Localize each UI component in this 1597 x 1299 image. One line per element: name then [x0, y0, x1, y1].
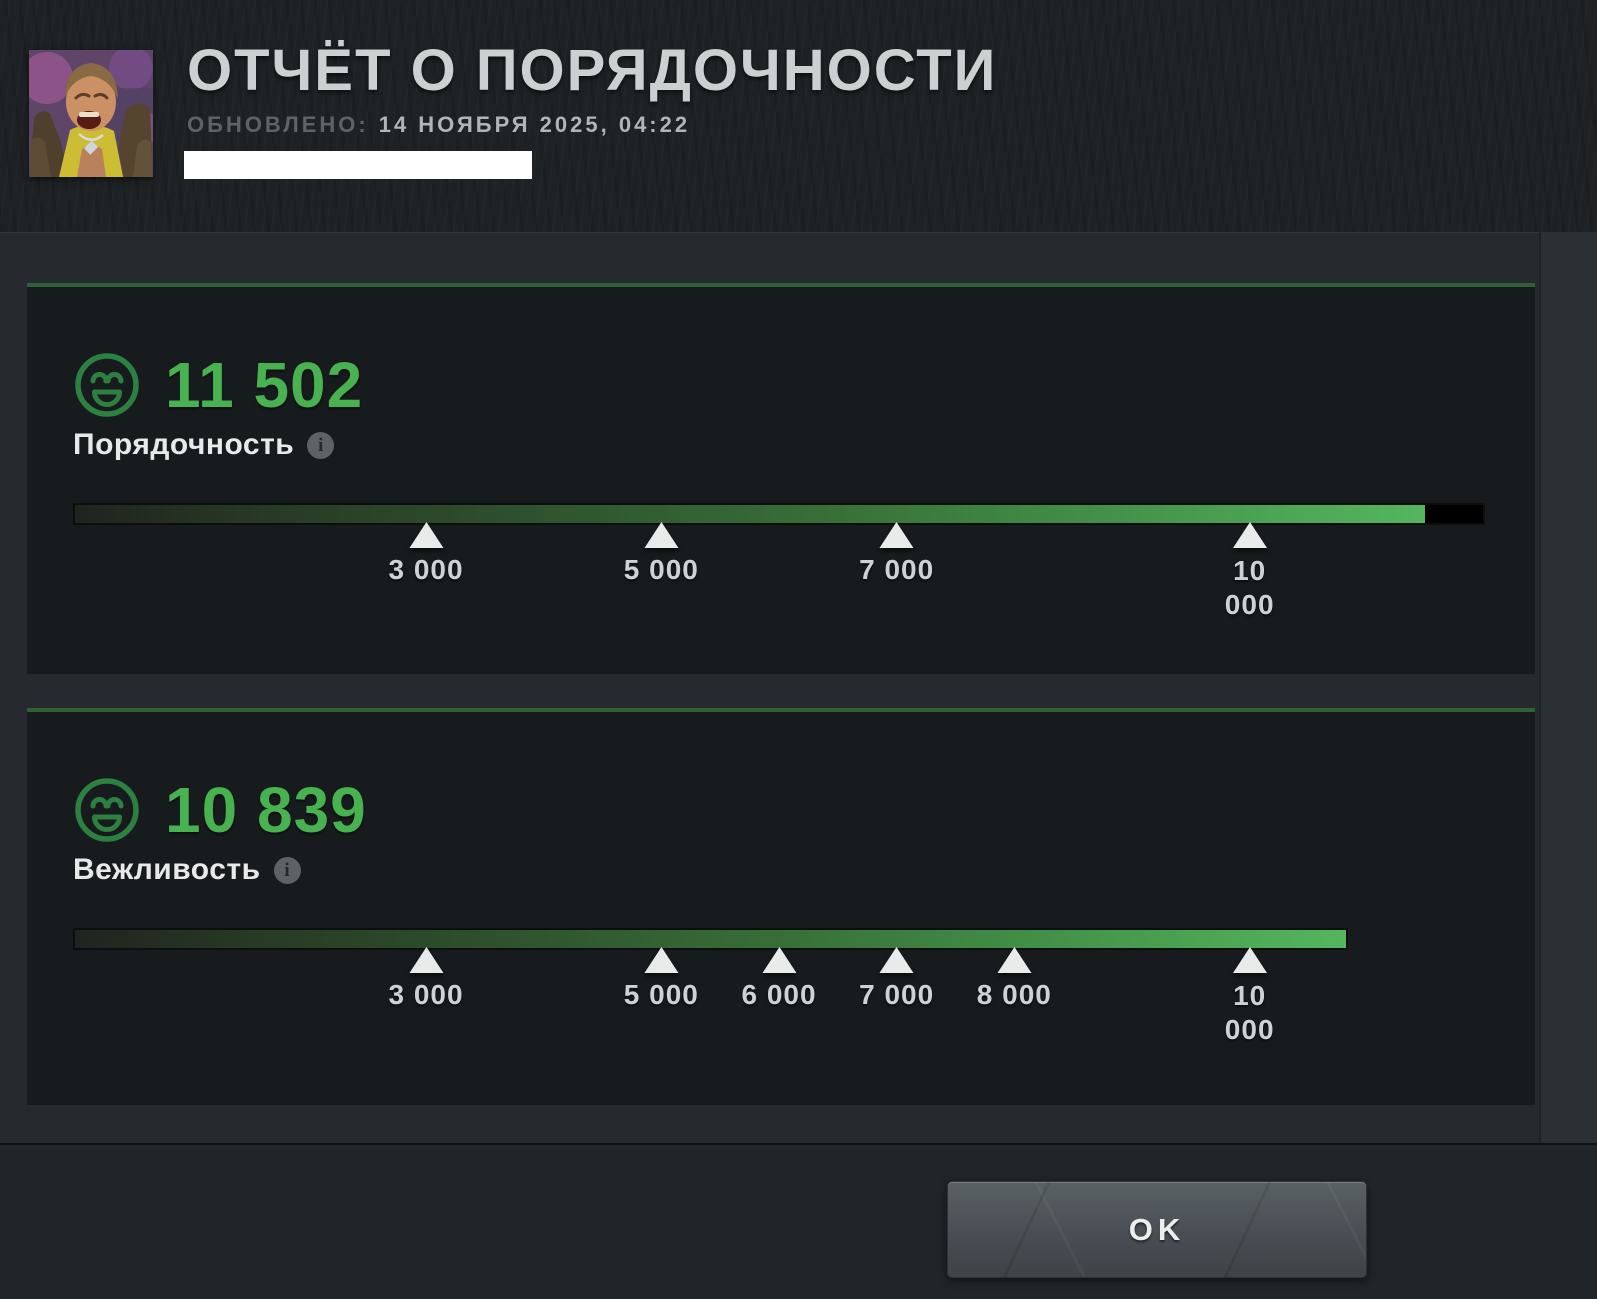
score-bar: 3 000 5 000 6 000 7 000 8 000 10 000 [73, 928, 1485, 1045]
cards: 11 502 Порядочность i 3 000 5 000 7 000 10 … [27, 283, 1535, 1105]
happy-face-icon [75, 353, 139, 417]
triangle-marker-icon [1232, 947, 1267, 973]
score-number: 11 502 [165, 349, 364, 421]
marker-label: 10 000 [1224, 980, 1275, 1045]
bar-zone: 3 000 5 000 6 000 7 000 8 000 10 000 [73, 928, 1485, 1045]
bar-track [73, 503, 1485, 525]
title-block: ОТЧЁТ О ПОРЯДОЧНОСТИ ОБНОВЛЕНО: 14 НОЯБРЯ… [187, 42, 997, 138]
triangle-marker-icon [879, 522, 914, 548]
score-row: 10 839 [73, 712, 1485, 846]
score-bar: 3 000 5 000 7 000 10 000 [73, 503, 1485, 620]
triangle-marker-icon [644, 947, 679, 973]
info-icon[interactable]: i [307, 431, 335, 459]
marker-label: 10 000 [1224, 555, 1275, 620]
happy-face-icon [75, 778, 139, 842]
marker-label: 3 000 [388, 554, 464, 585]
bar-zone: 3 000 5 000 7 000 10 000 [73, 503, 1485, 620]
player-avatar [29, 50, 153, 177]
bar-fill [75, 505, 1425, 523]
marker-label: 7 000 [859, 554, 935, 585]
threshold-marker: 5 000 [624, 522, 699, 586]
info-icon[interactable]: i [273, 856, 301, 884]
threshold-marker: 10 000 [1212, 522, 1288, 621]
right-strip [1539, 232, 1597, 1143]
header: ОТЧЁТ О ПОРЯДОЧНОСТИ ОБНОВЛЕНО: 14 НОЯБРЯ… [0, 0, 1597, 232]
threshold-marker: 10 000 [1212, 947, 1288, 1046]
threshold-marker: 6 000 [741, 947, 816, 1011]
marker-label: 7 000 [859, 979, 935, 1010]
triangle-marker-icon [1232, 522, 1267, 548]
updated-value: 14 НОЯБРЯ 2025, 04:22 [378, 112, 691, 137]
marker-label: 8 000 [976, 979, 1052, 1010]
footer: OK [0, 1143, 1597, 1299]
redacted-player-name [184, 151, 532, 179]
marker-label: 5 000 [623, 554, 699, 585]
main-content: 11 502 Порядочность i 3 000 5 000 7 000 10 … [0, 232, 1597, 1143]
updated-line: ОБНОВЛЕНО: 14 НОЯБРЯ 2025, 04:22 [187, 112, 997, 138]
threshold-marker: 3 000 [388, 522, 463, 586]
threshold-marker: 3 000 [388, 947, 463, 1011]
triangle-marker-icon [997, 947, 1032, 973]
metric-label: Вежливость [73, 853, 261, 886]
threshold-marker: 7 000 [859, 522, 934, 586]
ok-button[interactable]: OK [947, 1181, 1367, 1278]
triangle-marker-icon [408, 522, 443, 548]
label-row: Порядочность i [73, 428, 1485, 462]
marker-label: 5 000 [623, 979, 699, 1010]
metric-label: Порядочность [73, 428, 295, 461]
player-avatar-image [29, 50, 153, 177]
threshold-marker: 7 000 [859, 947, 934, 1011]
threshold-marker: 5 000 [624, 947, 699, 1011]
bar-track [73, 928, 1349, 950]
triangle-marker-icon [408, 947, 443, 973]
score-card: 11 502 Порядочность i 3 000 5 000 7 000 10 … [27, 283, 1535, 674]
triangle-marker-icon [761, 947, 796, 973]
score-number: 10 839 [165, 774, 367, 846]
label-row: Вежливость i [73, 853, 1485, 887]
marker-label: 3 000 [388, 979, 464, 1010]
score-card: 10 839 Вежливость i 3 000 5 000 6 000 7 000… [27, 708, 1535, 1105]
triangle-marker-icon [644, 522, 679, 548]
page-title: ОТЧЁТ О ПОРЯДОЧНОСТИ [187, 38, 998, 103]
threshold-marker: 8 000 [977, 947, 1052, 1011]
triangle-marker-icon [879, 947, 914, 973]
marker-label: 6 000 [741, 979, 817, 1010]
updated-label: ОБНОВЛЕНО: [187, 112, 369, 137]
score-row: 11 502 [73, 287, 1485, 421]
bar-fill [75, 930, 1347, 948]
